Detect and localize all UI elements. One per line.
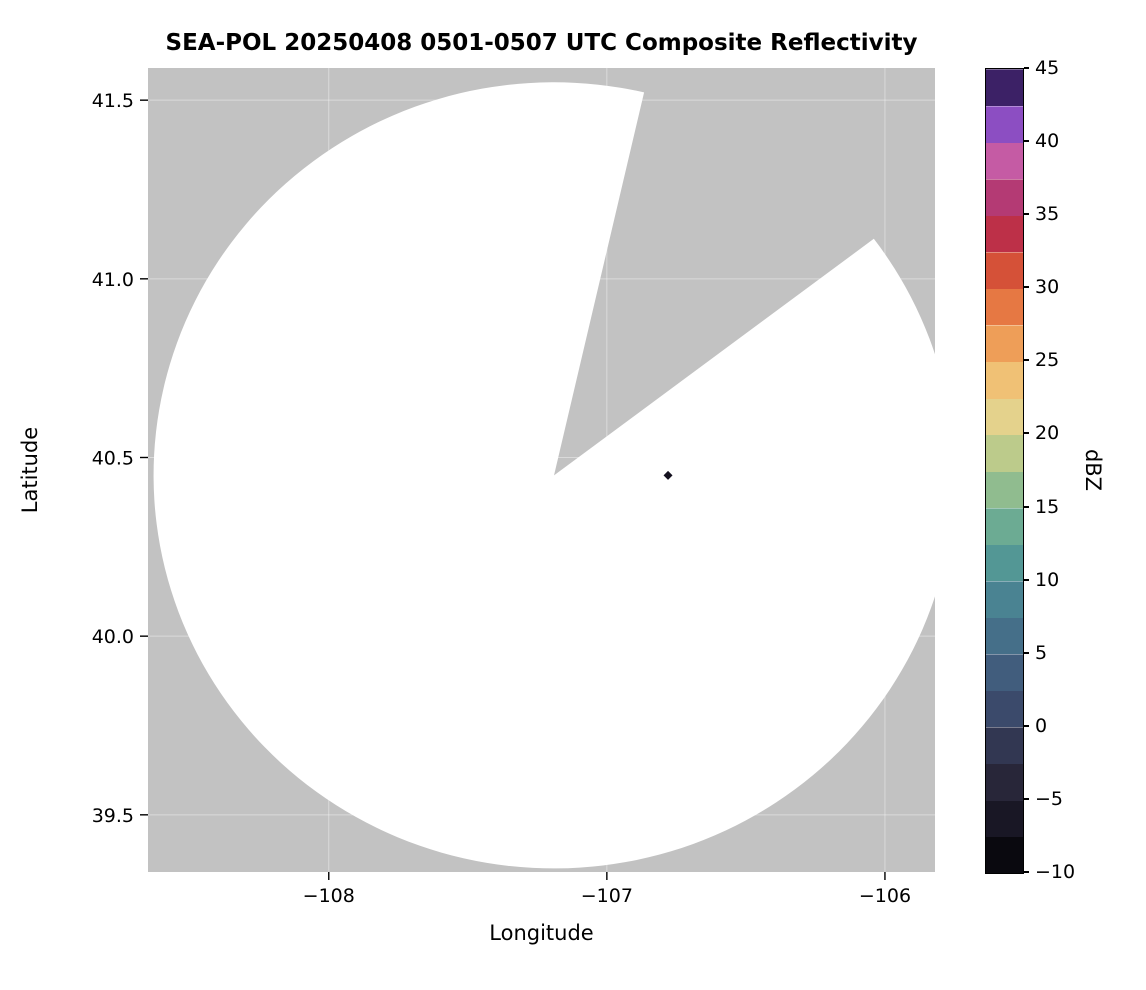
colorbar-tick-mark (1024, 286, 1029, 289)
colorbar-segment (986, 215, 1023, 253)
colorbar-segment (986, 251, 1023, 289)
colorbar-tick-mark (1024, 871, 1029, 873)
colorbar-segment (986, 397, 1023, 436)
colorbar-tick-mark (1024, 505, 1029, 508)
colorbar-segment (986, 142, 1023, 180)
colorbar-segment (986, 471, 1023, 509)
echo-point (663, 470, 673, 480)
colorbar-tick-mark (1024, 213, 1029, 216)
colorbar-tick-mark (1024, 67, 1029, 69)
colorbar-tick-label: 0 (1035, 714, 1048, 737)
x-tick-label: −107 (581, 885, 633, 907)
colorbar-tick-label: 10 (1035, 568, 1060, 591)
colorbar-segment (986, 580, 1023, 618)
colorbar-segment (986, 726, 1023, 764)
colorbar-tick-label: 20 (1035, 422, 1060, 445)
x-axis-label: Longitude (489, 921, 594, 945)
x-tick-label: −106 (859, 885, 911, 907)
y-tick-label: 39.5 (92, 805, 134, 827)
colorbar-tick-mark (1024, 651, 1029, 654)
colorbar-segment (986, 361, 1023, 399)
y-tick-label: 40.0 (92, 626, 134, 648)
colorbar-tick-label: −5 (1035, 787, 1064, 810)
colorbar-segment (986, 617, 1023, 655)
colorbar-segment (986, 434, 1023, 472)
colorbar (985, 68, 1024, 874)
colorbar-tick-label: −10 (1035, 861, 1076, 883)
plot-area: −108 −107 −106 41.5 41.0 40.5 40.0 39.5 (92, 68, 935, 907)
colorbar-tick-label: 25 (1035, 349, 1060, 372)
colorbar-segment (986, 507, 1023, 545)
colorbar-segment (986, 653, 1023, 691)
colorbar-segment (986, 105, 1023, 143)
colorbar-tick-mark (1024, 578, 1029, 581)
plot-data-layer (148, 68, 935, 872)
radar-coverage-area (153, 82, 935, 869)
colorbar-segment (986, 178, 1023, 216)
colorbar-tick-mark (1024, 797, 1029, 800)
y-tick-label: 41.5 (92, 90, 134, 112)
colorbar-segment (986, 799, 1023, 838)
colorbar-segment (986, 324, 1023, 362)
y-tick-label: 41.0 (92, 269, 134, 291)
colorbar-tick-label: 15 (1035, 495, 1060, 518)
colorbar-tick-label: 45 (1035, 57, 1060, 79)
colorbar-tick-label: 5 (1035, 641, 1048, 664)
colorbar-tick-label: 30 (1035, 276, 1060, 299)
colorbar-tick-mark (1024, 359, 1029, 362)
colorbar-tick-mark (1024, 432, 1029, 435)
chart-title: SEA-POL 20250408 0501-0507 UTC Composite… (165, 30, 918, 56)
y-tick-label: 40.5 (92, 447, 134, 469)
colorbar-tick-label: 40 (1035, 130, 1060, 153)
colorbar-segment (986, 763, 1023, 801)
colorbar-segment (986, 836, 1023, 873)
colorbar-tick-label: 35 (1035, 203, 1060, 226)
colorbar-tick-mark (1024, 140, 1029, 143)
colorbar-segment (986, 544, 1023, 582)
colorbar-label: dBZ (1081, 448, 1105, 492)
colorbar-tick-mark (1024, 724, 1029, 727)
colorbar-segment (986, 69, 1023, 107)
colorbar-segment (986, 690, 1023, 728)
colorbar-segment (986, 288, 1023, 326)
y-axis-label: Latitude (18, 426, 42, 514)
x-tick-label: −108 (303, 885, 355, 907)
